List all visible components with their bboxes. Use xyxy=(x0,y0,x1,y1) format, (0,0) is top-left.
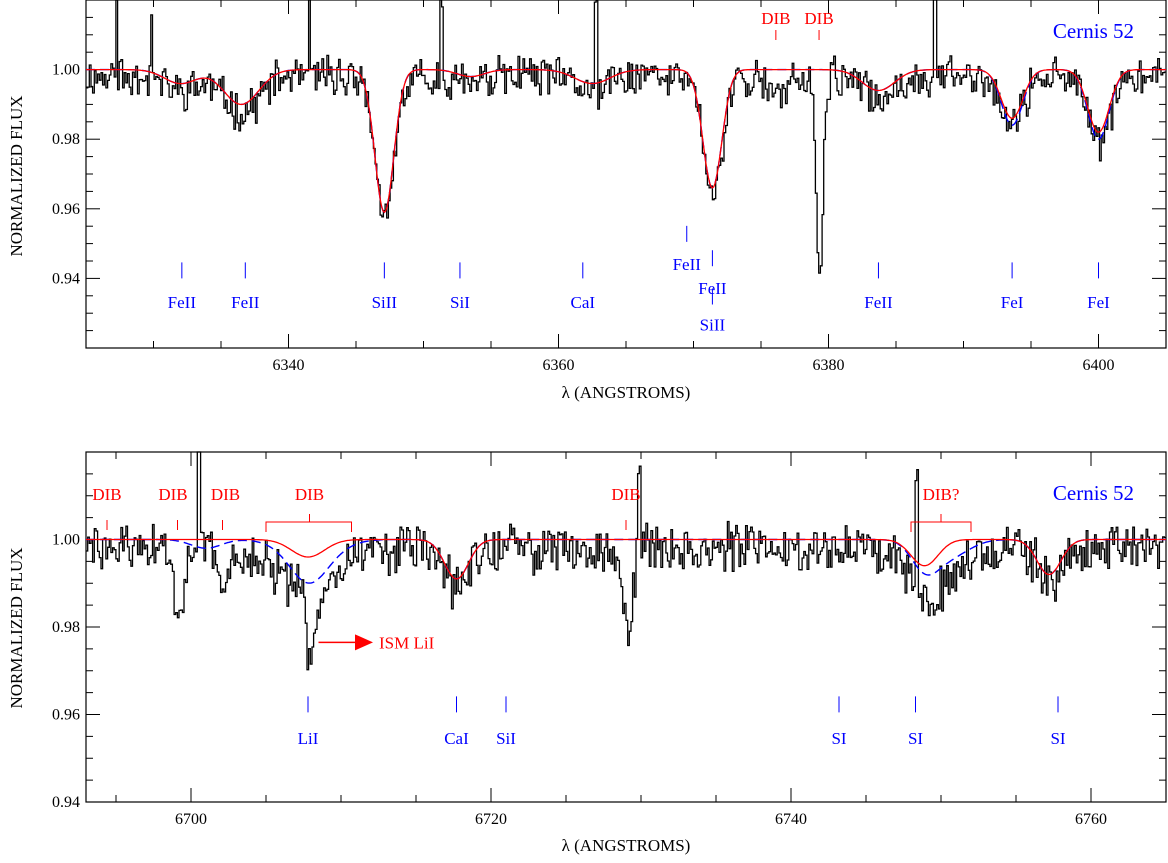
x-tick-label: 6340 xyxy=(273,357,305,374)
line-id-label: FeII xyxy=(864,293,893,312)
y-tick-label: 1.00 xyxy=(52,62,80,79)
bottom-plot-frame xyxy=(85,451,1167,803)
dib-label: DIB xyxy=(92,485,121,504)
x-tick-label: 6360 xyxy=(543,357,575,374)
line-id-label: FeII xyxy=(168,293,197,312)
bottom-series xyxy=(86,451,1166,671)
top-xlabel: λ (ANGSTROMS) xyxy=(562,383,691,402)
y-tick-label: 0.94 xyxy=(52,794,80,811)
dib-label: DIB xyxy=(804,9,833,28)
y-tick-label: 0.96 xyxy=(52,707,80,724)
x-tick-label: 6700 xyxy=(175,811,207,828)
dib-label: DIB? xyxy=(923,485,960,504)
top-ylabel: NORMALIZED FLUX xyxy=(7,95,26,256)
top-series xyxy=(86,0,1166,274)
x-tick-label: 6400 xyxy=(1083,357,1115,374)
bottom-annotations: LiI CaI SiI SI SI SI DIB DIB DIB DIB DIB DIB? ISM Li… xyxy=(92,485,1066,748)
dib-label: DIB xyxy=(211,485,240,504)
line-id-label: SI xyxy=(1050,729,1065,748)
line-id-label: SiII xyxy=(372,293,398,312)
blue-model-line xyxy=(86,538,1166,584)
line-id-label: CaI xyxy=(444,729,469,748)
red-model-line xyxy=(86,68,1166,214)
dib-bracket xyxy=(910,514,972,532)
ism-arrow-head xyxy=(355,634,373,651)
y-tick-label: 0.94 xyxy=(52,270,80,287)
line-id-label: FeII xyxy=(673,255,702,274)
line-id-label: SiII xyxy=(700,316,726,335)
line-id-label: FeII xyxy=(231,293,260,312)
bottom-ylabel: NORMALIZED FLUX xyxy=(7,547,26,708)
line-id-label: CaI xyxy=(571,293,596,312)
line-id-label: SiI xyxy=(450,293,470,312)
line-id-label: FeI xyxy=(1087,293,1110,312)
line-id-label: FeI xyxy=(1001,293,1024,312)
line-id-label: SiI xyxy=(496,729,516,748)
x-tick-label: 6740 xyxy=(775,811,807,828)
y-tick-label: 0.96 xyxy=(52,201,80,218)
ism-annotation-label: ISM LiI xyxy=(379,633,435,652)
observed-spectrum-line xyxy=(86,0,1166,274)
bottom-object-label: Cernis 52 xyxy=(1053,481,1134,505)
bottom-xlabel: λ (ANGSTROMS) xyxy=(562,836,691,855)
observed-spectrum-line xyxy=(86,451,1166,671)
dib-label: DIB xyxy=(611,485,640,504)
y-tick-label: 0.98 xyxy=(52,619,80,636)
bottom-panel: 6700 6720 6740 6760 0.94 0.96 0.98 1.00 LiI CaI S… xyxy=(7,451,1167,855)
dib-label: DIB xyxy=(761,9,790,28)
red-model-line xyxy=(86,538,1166,580)
x-tick-label: 6760 xyxy=(1075,811,1107,828)
dib-label: DIB xyxy=(295,485,324,504)
line-id-label: LiI xyxy=(298,729,319,748)
y-tick-label: 0.98 xyxy=(52,131,80,148)
line-id-label: SI xyxy=(908,729,923,748)
top-axes: 6340 6360 6380 6400 0.94 0.96 0.98 1.00 xyxy=(52,0,1167,374)
top-object-label: Cernis 52 xyxy=(1053,19,1134,43)
bottom-axes: 6700 6720 6740 6760 0.94 0.96 0.98 1.00 xyxy=(52,452,1167,828)
x-tick-label: 6720 xyxy=(475,811,507,828)
dib-label: DIB xyxy=(158,485,187,504)
line-id-label: SI xyxy=(831,729,846,748)
top-panel: 6340 6360 6380 6400 0.94 0.96 0.98 1.00 FeII FeI… xyxy=(7,0,1167,402)
dib-bracket xyxy=(265,514,352,532)
x-tick-label: 6380 xyxy=(813,357,845,374)
y-tick-label: 1.00 xyxy=(52,532,80,549)
